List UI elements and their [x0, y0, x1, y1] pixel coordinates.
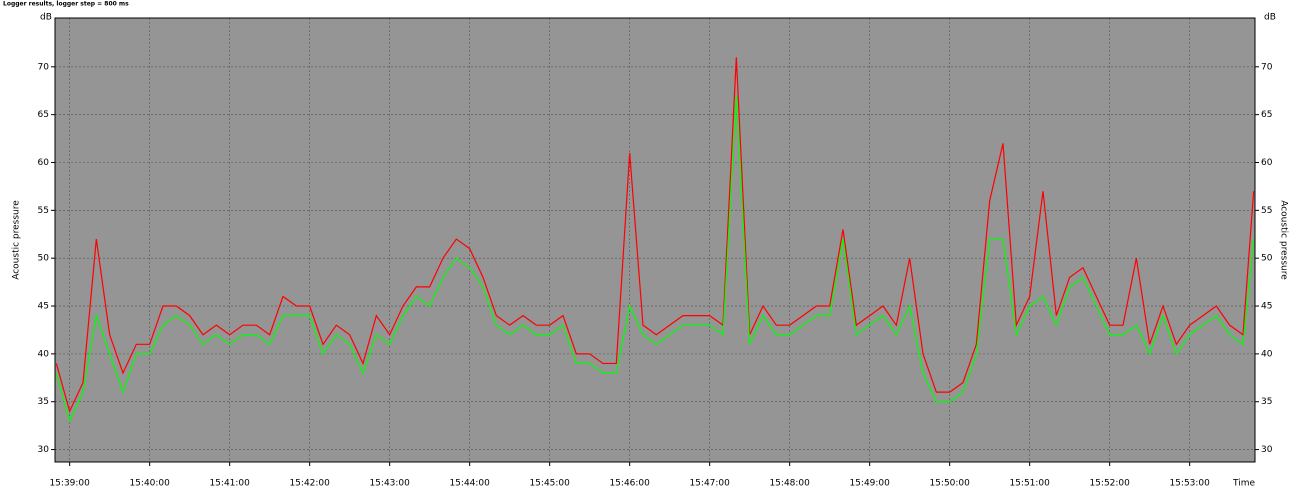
y2-tick-label: 60: [1261, 158, 1273, 168]
plot-area: [55, 18, 1255, 462]
y2-tick-label: 30: [1261, 445, 1273, 455]
y-unit: dB: [40, 13, 52, 23]
y-tick-label: 70: [38, 62, 50, 72]
y-tick-label: 55: [38, 206, 49, 216]
x-tick-label: 15:41:00: [209, 479, 250, 489]
y-axis-label: Acoustic pressure: [12, 200, 22, 280]
plot-border: [54, 17, 1256, 463]
x-tick-label: 15:50:00: [929, 479, 970, 489]
x-tick-label: 15:53:00: [1169, 479, 1210, 489]
chart-title: Logger results, logger step = 800 ms: [3, 1, 129, 8]
y-tick-label: 50: [38, 254, 50, 264]
y2-tick-label: 65: [1261, 110, 1272, 120]
y-tick-label: 65: [38, 110, 49, 120]
data-line: [55, 57, 1255, 414]
x-tick-label: 15:45:00: [529, 479, 570, 489]
y-tick-label: 30: [38, 445, 50, 455]
x-tick-label: 15:44:00: [449, 479, 490, 489]
x-tick-label: 15:51:00: [1009, 479, 1050, 489]
x-tick-label: 15:40:00: [129, 479, 170, 489]
y2-tick-label: 45: [1261, 302, 1272, 312]
y2-tick-label: 35: [1261, 397, 1272, 407]
y2-tick-label: 70: [1261, 62, 1273, 72]
y-tick-label: 40: [38, 349, 50, 359]
x-tick-label: 15:46:00: [609, 479, 650, 489]
y-tick-label: 45: [38, 302, 49, 312]
x-tick-label: 15:43:00: [369, 479, 410, 489]
x-tick-label: 15:49:00: [849, 479, 890, 489]
x-tick-label: 15:52:00: [1089, 479, 1130, 489]
y2-tick-label: 50: [1261, 254, 1273, 264]
y2-unit: dB: [1264, 13, 1276, 23]
data-line: [55, 95, 1255, 423]
y2-tick-label: 55: [1261, 206, 1272, 216]
x-tick-label: 15:39:00: [49, 479, 90, 489]
y2-axis-label: Acoustic pressure: [1279, 200, 1289, 280]
x-tick-label: 15:42:00: [289, 479, 330, 489]
y-tick-label: 60: [38, 158, 50, 168]
y2-tick-label: 40: [1261, 349, 1273, 359]
y-tick-label: 35: [38, 397, 49, 407]
x-tick-label: 15:47:00: [689, 479, 730, 489]
x-axis-label: Time: [1232, 479, 1255, 489]
x-tick-label: 15:48:00: [769, 479, 810, 489]
